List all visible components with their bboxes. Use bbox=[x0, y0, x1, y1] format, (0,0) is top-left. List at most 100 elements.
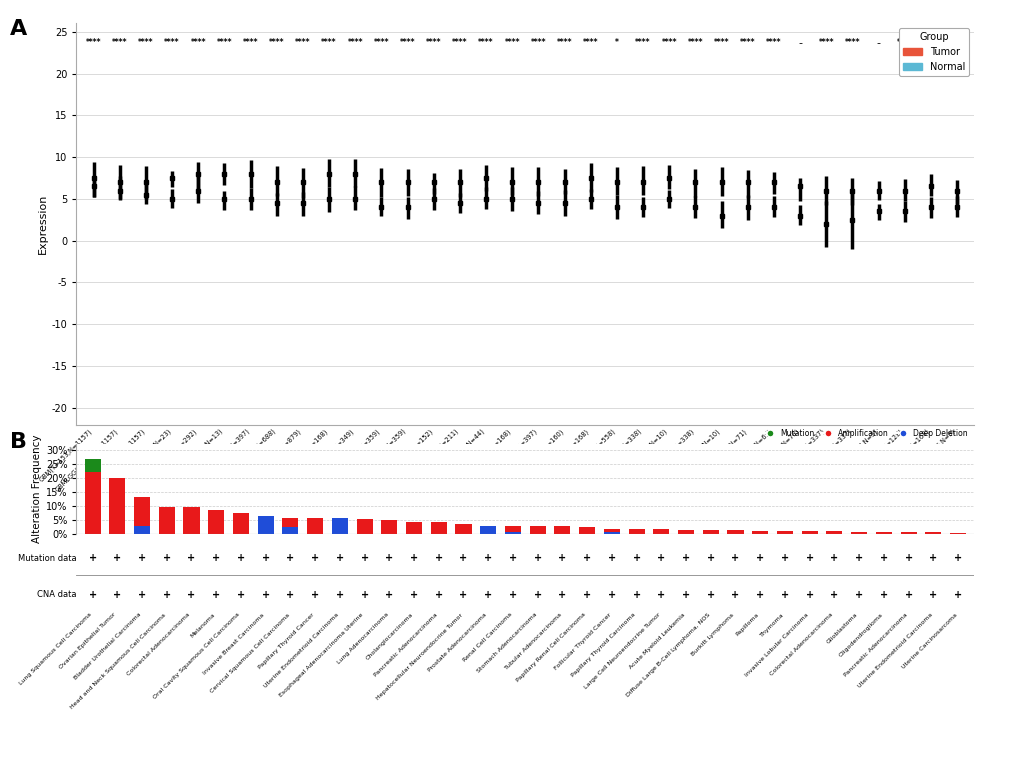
Text: ****: **** bbox=[765, 38, 781, 48]
Text: +: + bbox=[805, 590, 813, 600]
Text: Oligodendroglioma: Oligodendroglioma bbox=[837, 612, 883, 658]
Text: B: B bbox=[10, 432, 28, 453]
Bar bbox=[776, 530, 792, 534]
Bar bbox=[282, 518, 299, 534]
Text: +: + bbox=[557, 553, 566, 563]
Text: +: + bbox=[656, 553, 664, 563]
Bar bbox=[232, 513, 249, 534]
Y-axis label: Alteration Frequency: Alteration Frequency bbox=[32, 435, 42, 543]
Text: +: + bbox=[632, 553, 640, 563]
Text: ****: **** bbox=[86, 38, 101, 48]
Text: +: + bbox=[459, 590, 467, 600]
Text: ****: **** bbox=[399, 38, 415, 48]
Bar bbox=[282, 527, 299, 534]
Text: +: + bbox=[311, 590, 319, 600]
Text: +: + bbox=[138, 553, 146, 563]
Text: +: + bbox=[755, 553, 763, 563]
Text: Invasive Breast Carcinoma: Invasive Breast Carcinoma bbox=[203, 612, 265, 675]
Text: +: + bbox=[607, 553, 615, 563]
Text: +: + bbox=[632, 590, 640, 600]
Text: +: + bbox=[928, 590, 936, 600]
Text: +: + bbox=[335, 553, 343, 563]
Text: +: + bbox=[731, 553, 739, 563]
Text: +: + bbox=[607, 590, 615, 600]
Text: ****: **** bbox=[817, 38, 834, 48]
Text: +: + bbox=[682, 553, 690, 563]
Bar bbox=[850, 531, 866, 534]
Text: *: * bbox=[614, 38, 619, 48]
Text: Uterine Carcinosarcoma: Uterine Carcinosarcoma bbox=[900, 612, 957, 669]
Text: Bladder Urothelial Carcinoma: Bladder Urothelial Carcinoma bbox=[73, 612, 142, 681]
Text: ****: **** bbox=[451, 38, 467, 48]
Bar bbox=[159, 507, 174, 534]
Bar bbox=[751, 530, 767, 534]
Bar bbox=[331, 523, 347, 534]
Text: +: + bbox=[557, 590, 566, 600]
Text: Diffuse Large B-Cell Lymphoma, NOS: Diffuse Large B-Cell Lymphoma, NOS bbox=[625, 612, 710, 698]
Text: +: + bbox=[113, 590, 121, 600]
Text: +: + bbox=[434, 590, 442, 600]
Text: +: + bbox=[879, 553, 887, 563]
Text: +: + bbox=[731, 590, 739, 600]
Text: +: + bbox=[261, 553, 269, 563]
Text: +: + bbox=[187, 553, 196, 563]
Text: ****: **** bbox=[373, 38, 388, 48]
Text: +: + bbox=[508, 553, 517, 563]
Text: +: + bbox=[459, 553, 467, 563]
Bar bbox=[900, 532, 916, 534]
Text: +: + bbox=[385, 590, 393, 600]
Text: +: + bbox=[508, 590, 517, 600]
Text: ****: **** bbox=[191, 38, 206, 48]
Text: ****: **** bbox=[661, 38, 677, 48]
Text: A: A bbox=[10, 19, 28, 40]
Bar bbox=[678, 530, 693, 534]
Text: Colorectal Adenocarcinoma: Colorectal Adenocarcinoma bbox=[768, 612, 834, 677]
Text: +: + bbox=[656, 590, 664, 600]
Text: +: + bbox=[904, 590, 912, 600]
Bar bbox=[652, 530, 668, 534]
Text: Mutation data: Mutation data bbox=[18, 554, 76, 562]
Bar bbox=[381, 520, 397, 534]
Text: -: - bbox=[797, 38, 801, 48]
Text: ****: **** bbox=[112, 38, 127, 48]
Text: +: + bbox=[410, 590, 418, 600]
Bar bbox=[504, 532, 521, 534]
Text: +: + bbox=[410, 553, 418, 563]
Text: +: + bbox=[854, 553, 862, 563]
Text: +: + bbox=[706, 553, 714, 563]
Text: +: + bbox=[360, 553, 368, 563]
Text: Papillary Thyroid Carcinoma: Papillary Thyroid Carcinoma bbox=[570, 612, 636, 679]
Text: Pancreatic Adenocarcinoma: Pancreatic Adenocarcinoma bbox=[843, 612, 908, 678]
Text: Papilloma: Papilloma bbox=[735, 612, 759, 637]
Bar bbox=[208, 509, 224, 534]
Text: Uterine Endometrioid Carcinoma: Uterine Endometrioid Carcinoma bbox=[263, 612, 339, 689]
Bar bbox=[357, 519, 372, 534]
Text: ****: **** bbox=[321, 38, 336, 48]
Text: Stomach Adenocarcinoma: Stomach Adenocarcinoma bbox=[475, 612, 537, 674]
Bar bbox=[109, 478, 125, 534]
Text: +: + bbox=[781, 553, 789, 563]
Text: +: + bbox=[879, 590, 887, 600]
Text: ****: **** bbox=[243, 38, 258, 48]
Text: ****: **** bbox=[583, 38, 598, 48]
Text: ****: **** bbox=[530, 38, 545, 48]
Text: Lung Squamous Cell Carcinoma: Lung Squamous Cell Carcinoma bbox=[18, 612, 93, 686]
Text: +: + bbox=[755, 590, 763, 600]
Y-axis label: Expression: Expression bbox=[38, 194, 48, 254]
Text: ****: **** bbox=[269, 38, 284, 48]
Bar bbox=[85, 472, 101, 534]
Text: +: + bbox=[113, 553, 121, 563]
Text: +: + bbox=[953, 553, 961, 563]
Bar bbox=[579, 527, 594, 534]
Text: ****: **** bbox=[216, 38, 232, 48]
Text: +: + bbox=[829, 553, 838, 563]
Text: +: + bbox=[311, 553, 319, 563]
Text: CNA data: CNA data bbox=[37, 590, 76, 600]
Text: Tubular Adenocarcinoma: Tubular Adenocarcinoma bbox=[503, 612, 561, 671]
Bar bbox=[875, 532, 891, 534]
Text: +: + bbox=[89, 553, 97, 563]
Bar bbox=[258, 523, 273, 534]
Text: ****: **** bbox=[138, 38, 154, 48]
Text: +: + bbox=[212, 553, 220, 563]
Text: Ovarian Epithelial Tumor: Ovarian Epithelial Tumor bbox=[59, 612, 117, 671]
